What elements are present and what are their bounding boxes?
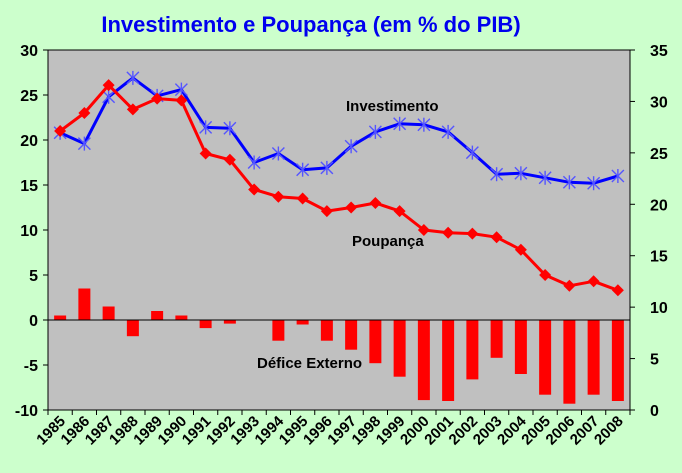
point-poupança-1999 xyxy=(393,205,406,218)
bar-defice-1991 xyxy=(199,320,212,329)
right-tick-label: 5 xyxy=(650,352,659,369)
right-tick-label: 0 xyxy=(650,403,659,420)
point-investimento-2002 xyxy=(465,145,479,160)
bar-defice-1989 xyxy=(151,311,164,320)
right-tick-label: 15 xyxy=(650,249,668,266)
bar-defice-1990 xyxy=(175,315,188,320)
point-investimento-2003 xyxy=(490,167,504,182)
point-investimento-2006 xyxy=(562,175,576,190)
annotation-poupanca: Poupança xyxy=(352,233,424,250)
point-investimento-1996 xyxy=(320,160,334,175)
left-tick-label: 25 xyxy=(20,88,38,105)
point-poupança-1996 xyxy=(320,205,333,218)
bar-defice-2008 xyxy=(611,320,624,401)
bar-defice-2003 xyxy=(490,320,503,358)
point-poupança-1997 xyxy=(345,201,358,214)
point-investimento-1998 xyxy=(368,124,382,139)
point-poupança-1989 xyxy=(151,92,164,105)
point-investimento-2008 xyxy=(611,169,625,183)
point-poupança-2008 xyxy=(611,284,624,297)
annotation-investimento: Investimento xyxy=(346,98,439,115)
left-tick-label: 15 xyxy=(20,178,38,195)
point-poupança-2002 xyxy=(466,227,479,240)
point-investimento-1991 xyxy=(199,120,213,135)
left-tick-label: 0 xyxy=(29,313,38,330)
bar-defice-1992 xyxy=(223,320,236,324)
bar-defice-1996 xyxy=(320,320,333,341)
x-tick-label: 2008 xyxy=(591,413,627,449)
left-tick-label: 20 xyxy=(20,133,38,150)
point-poupança-1986 xyxy=(78,107,91,119)
bar-defice-1997 xyxy=(345,320,358,350)
point-investimento-1988 xyxy=(126,70,140,85)
point-investimento-2000 xyxy=(417,117,431,132)
right-tick-label: 30 xyxy=(650,94,668,111)
point-poupança-2006 xyxy=(563,279,576,292)
bars-group xyxy=(54,288,624,404)
bar-defice-2007 xyxy=(587,320,600,395)
right-tick-label: 25 xyxy=(650,146,668,163)
bar-defice-1986 xyxy=(78,288,91,320)
left-tick-label: 30 xyxy=(20,43,38,60)
left-tick-label: -5 xyxy=(24,358,38,375)
point-investimento-1999 xyxy=(393,116,407,131)
bar-defice-2004 xyxy=(514,320,527,374)
point-investimento-1997 xyxy=(344,139,358,154)
bar-defice-1994 xyxy=(272,320,285,341)
point-investimento-2007 xyxy=(587,176,601,191)
point-investimento-2005 xyxy=(538,170,552,185)
point-poupança-2007 xyxy=(587,275,600,288)
bar-defice-1995 xyxy=(296,320,309,325)
point-poupança-2003 xyxy=(490,231,503,244)
point-investimento-1993 xyxy=(247,155,261,170)
point-poupança-1992 xyxy=(223,153,236,166)
point-poupança-2000 xyxy=(417,224,430,236)
lines-group xyxy=(53,70,625,297)
left-tick-label: -10 xyxy=(15,403,38,420)
bar-defice-2006 xyxy=(563,320,576,404)
point-poupança-2005 xyxy=(539,269,552,281)
right-tick-label: 20 xyxy=(650,197,668,214)
point-investimento-1987 xyxy=(102,89,116,104)
bar-defice-2000 xyxy=(417,320,430,401)
plot-area xyxy=(47,49,631,411)
bar-defice-2002 xyxy=(466,320,479,380)
point-poupança-2001 xyxy=(442,226,455,239)
line-investimento xyxy=(59,76,619,185)
point-investimento-1986 xyxy=(77,136,91,151)
point-investimento-1994 xyxy=(271,146,285,161)
bar-defice-1998 xyxy=(369,320,382,364)
point-poupança-1988 xyxy=(126,103,139,116)
point-poupança-1991 xyxy=(199,147,212,160)
point-poupança-1994 xyxy=(272,190,285,203)
right-tick-label: 10 xyxy=(650,300,668,317)
point-investimento-2001 xyxy=(441,124,455,139)
point-poupança-1995 xyxy=(296,192,309,205)
chart-title: Investimento e Poupança (em % do PIB) xyxy=(101,12,520,37)
bar-defice-2005 xyxy=(539,320,552,395)
point-poupança-1993 xyxy=(248,183,261,196)
bar-defice-2001 xyxy=(442,320,455,401)
point-poupança-1990 xyxy=(175,94,188,107)
bar-defice-1999 xyxy=(393,320,406,377)
point-poupança-2004 xyxy=(514,243,527,256)
annotation-defice-externo: Défice Externo xyxy=(257,355,362,372)
bar-defice-1988 xyxy=(126,320,139,337)
point-investimento-1990 xyxy=(174,82,188,97)
point-poupança-1987 xyxy=(102,79,115,92)
right-tick-label: 35 xyxy=(650,43,668,60)
point-investimento-2004 xyxy=(514,166,528,181)
point-poupança-1998 xyxy=(369,197,382,209)
bar-defice-1987 xyxy=(102,306,115,320)
point-poupança-1985 xyxy=(54,125,67,137)
point-investimento-1992 xyxy=(223,121,237,136)
bar-defice-1985 xyxy=(54,315,67,320)
left-tick-label: 10 xyxy=(20,223,38,240)
left-tick-label: 5 xyxy=(29,268,38,285)
point-investimento-1995 xyxy=(296,162,310,177)
